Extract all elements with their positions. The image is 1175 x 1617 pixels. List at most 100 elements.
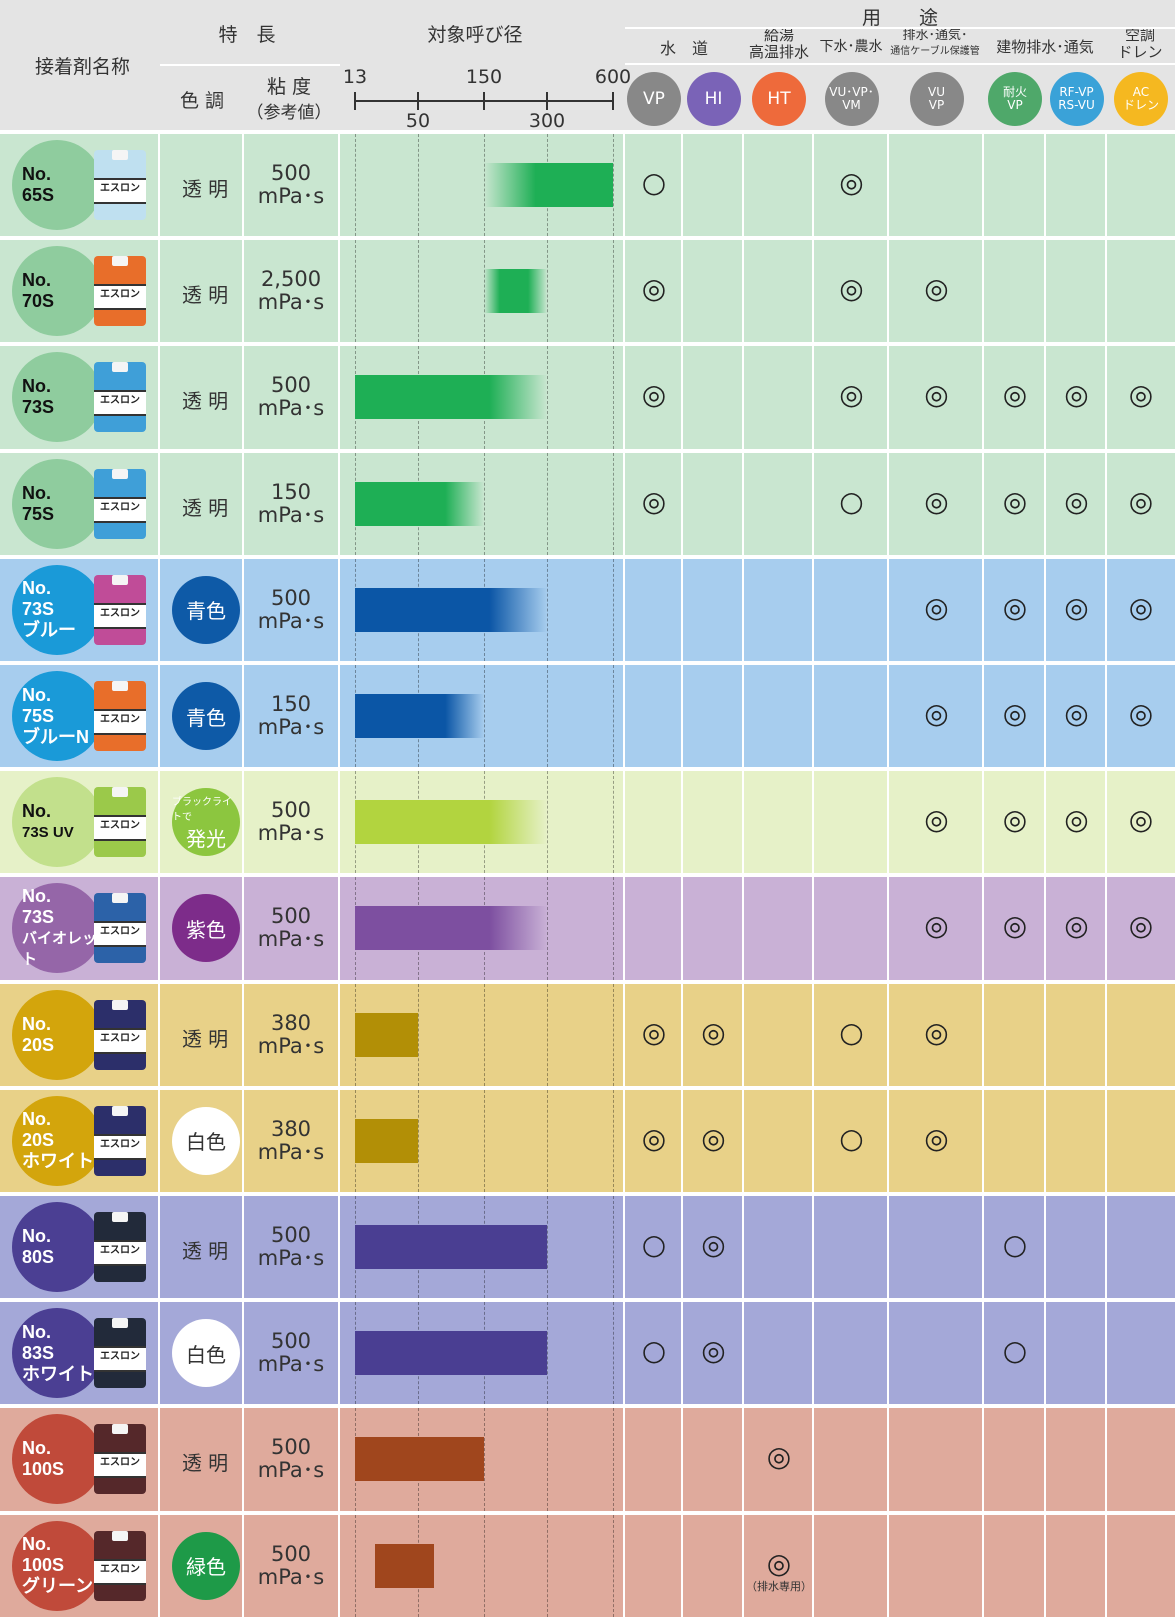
product-can-image: エスロン <box>94 256 146 327</box>
scale-guide-line <box>547 1408 548 1511</box>
table-cell <box>1046 665 1105 768</box>
table-cell <box>1107 240 1175 343</box>
viscosity-value: 2,500 mPa･s <box>246 268 336 314</box>
color-tone-badge: 白色 <box>172 1319 240 1388</box>
table-cell <box>1107 1089 1175 1192</box>
viscosity-unit: mPa･s <box>257 1139 325 1164</box>
product-can-image: エスロン <box>94 1212 146 1283</box>
product-name-line: 80S <box>22 1247 55 1268</box>
product-name: No. 75S ブルーN <box>12 671 102 762</box>
table-cell <box>984 877 1044 980</box>
table-cell <box>160 1196 242 1299</box>
usage-mark: ◎ <box>701 1228 726 1262</box>
table-cell <box>683 346 742 449</box>
can-label: エスロン <box>94 709 146 736</box>
can-label: エスロン <box>94 1027 146 1054</box>
scale-guide-line <box>418 134 419 237</box>
color-tone-badge: 青色 <box>172 682 240 751</box>
viscosity-unit: mPa･s <box>257 1352 325 1377</box>
table-cell <box>625 134 681 237</box>
can-label: エスロン <box>94 921 146 948</box>
table-cell <box>1046 1196 1105 1299</box>
viscosity-number: 500 <box>270 1435 312 1460</box>
scale-tick <box>612 92 614 110</box>
table-cell <box>1107 771 1175 874</box>
usage-note: （排水専用） <box>746 1579 812 1593</box>
pipe-type-label: VU <box>928 85 945 99</box>
viscosity-number: 380 <box>270 1116 312 1141</box>
scale-guide-line <box>613 1514 614 1617</box>
drain-header-l1: 排水･通気･ <box>902 28 968 43</box>
scale-guide-line <box>613 346 614 449</box>
table-row: No. 80S エスロン透 明 500 mPa･s ○ ◎ ○ <box>0 1196 1175 1299</box>
table-cell <box>889 452 982 555</box>
usage-mark: ◎ <box>1128 378 1154 412</box>
can-cap <box>112 362 128 373</box>
viscosity-unit: mPa･s <box>257 608 325 633</box>
product-name-line: No. <box>22 482 51 503</box>
scale-guide-line <box>547 983 548 1086</box>
usage-mark: ◎ <box>1002 590 1028 624</box>
table-cell <box>744 1196 812 1299</box>
table-cell <box>744 983 812 1086</box>
pipe-type-badge: HT <box>752 72 806 126</box>
can-cap <box>112 681 128 692</box>
table-cell <box>744 558 812 661</box>
usage-mark: ◎ <box>924 909 949 943</box>
viscosity-unit: mPa･s <box>257 290 325 315</box>
building-header: 建物排水･通気 <box>996 38 1094 56</box>
table-cell <box>1046 1514 1105 1617</box>
scale-guide-line <box>418 1089 419 1192</box>
viscosity-value: 500 mPa･s <box>246 162 336 208</box>
scale-guide-line <box>547 771 548 874</box>
viscosity-unit: mPa･s <box>257 184 325 209</box>
table-cell <box>1107 1408 1175 1511</box>
can-label: エスロン <box>94 1133 146 1160</box>
usage-mark: ◎ <box>641 378 667 412</box>
usage-mark: ○ <box>839 484 864 518</box>
table-cell <box>984 558 1044 661</box>
diameter-range-bar <box>355 1225 547 1270</box>
product-name-line: No. <box>22 270 51 291</box>
table-cell <box>244 665 338 768</box>
can-label: エスロン <box>94 1240 146 1267</box>
scale-tick-label: 150 <box>465 66 503 88</box>
table-row: No. 75S ブルーN エスロン 青色 150 mPa･s ◎ ◎ ◎ ◎ <box>0 665 1175 768</box>
table-cell <box>1046 1302 1105 1405</box>
product-can-image: エスロン <box>94 574 146 645</box>
usage-mark: ◎ <box>1128 803 1154 837</box>
table-cell <box>744 346 812 449</box>
viscosity-value: 150 mPa･s <box>246 693 336 739</box>
diameter-range-bar <box>355 906 547 951</box>
usage-mark: ◎ <box>924 484 949 518</box>
drain-header: 排水･通気･ 通信ケーブル保護管 <box>889 28 981 59</box>
hot-header: 給湯 高温排水 <box>744 27 814 61</box>
product-name-line: ブルーN <box>22 726 89 747</box>
usage-mark: ○ <box>839 1121 864 1155</box>
scale-guide-line <box>547 558 548 661</box>
usage-mark: ◎ <box>766 1546 792 1580</box>
table-cell <box>625 1514 681 1617</box>
color-tone-text: 透 明 <box>181 177 229 202</box>
table-cell <box>625 452 681 555</box>
can-cap <box>112 1424 128 1435</box>
table-cell <box>160 1408 242 1511</box>
product-name: No. 73S バイオレット <box>12 883 102 974</box>
table-cell <box>1107 877 1175 980</box>
table-cell <box>744 1514 812 1617</box>
viscosity-number: 500 <box>270 1329 312 1354</box>
table-cell <box>683 983 742 1086</box>
scale-guide-line <box>484 452 485 555</box>
table-cell <box>244 134 338 237</box>
usage-mark: ◎ <box>1128 697 1154 731</box>
product-name-line: No. <box>22 1321 51 1342</box>
product-can-image: エスロン <box>94 1105 146 1176</box>
can-cap <box>112 1318 128 1329</box>
pipe-type-badge: 耐火 VP <box>988 72 1042 126</box>
usage-mark: ◎ <box>839 272 864 306</box>
table-cell <box>625 877 681 980</box>
product-name-line: 75S <box>22 503 55 524</box>
pipe-type-label: 耐火 <box>1002 85 1027 99</box>
usage-mark: ◎ <box>924 590 949 624</box>
table-row: No. 73S ブルー エスロン 青色 500 mPa･s ◎ ◎ ◎ ◎ <box>0 558 1175 661</box>
